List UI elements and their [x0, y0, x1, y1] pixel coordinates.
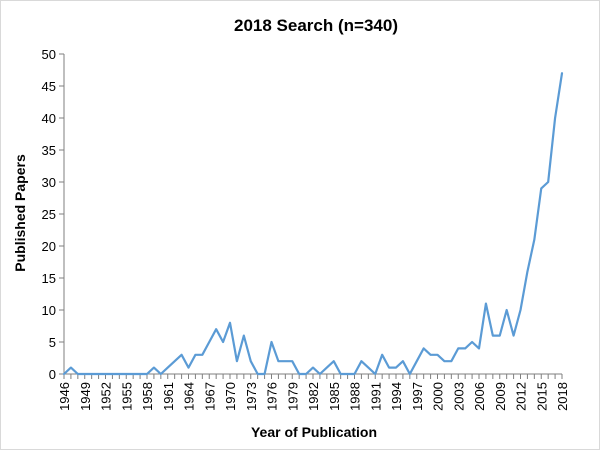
x-tick-label: 1970 [223, 382, 238, 411]
chart-title: 2018 Search (n=340) [234, 16, 398, 35]
x-axis-title: Year of Publication [251, 424, 377, 440]
y-tick-label: 15 [42, 271, 56, 286]
x-tick-label: 1946 [57, 382, 72, 411]
x-tick-label: 2009 [493, 382, 508, 411]
y-axis-title: Published Papers [12, 154, 28, 272]
y-tick-label: 5 [49, 335, 56, 350]
y-tick-label: 10 [42, 303, 56, 318]
x-tick-label: 1973 [244, 382, 259, 411]
y-tick-label: 45 [42, 79, 56, 94]
x-tick-label: 1991 [368, 382, 383, 411]
x-tick-label: 1949 [78, 382, 93, 411]
x-tick-label: 1997 [410, 382, 425, 411]
x-axis: 1946 1949 1952 1955 1958 1961 1964 1967 1970 1973… [57, 373, 570, 411]
x-tick-label: 2012 [514, 382, 529, 411]
y-tick-label: 35 [42, 143, 56, 158]
x-tick-label: 1967 [202, 382, 217, 411]
x-tick-label: 1958 [140, 382, 155, 411]
x-tick-label: 2018 [555, 382, 570, 411]
x-tick-label: 2015 [534, 382, 549, 411]
y-axis: 0 5 10 15 20 25 30 35 40 45 50 [42, 47, 65, 382]
x-tick-label: 1988 [348, 382, 363, 411]
x-tick-label: 1982 [306, 382, 321, 411]
x-tick-label: 1964 [182, 382, 197, 411]
x-tick-label: 1952 [99, 382, 114, 411]
series-line [62, 72, 564, 376]
x-tick-label: 1976 [265, 382, 280, 411]
x-tick-label: 1985 [327, 382, 342, 411]
y-tick-label: 25 [42, 207, 56, 222]
x-tick-label: 1994 [389, 382, 404, 411]
y-tick-label: 30 [42, 175, 56, 190]
y-tick-label: 40 [42, 111, 56, 126]
x-tick-label: 1955 [119, 382, 134, 411]
series-group [62, 72, 564, 376]
x-tick-label: 2006 [472, 382, 487, 411]
x-tick-label: 2000 [431, 382, 446, 411]
y-tick-label: 0 [49, 367, 56, 382]
x-tick-label: 1979 [285, 382, 300, 411]
x-tick-label: 1961 [161, 382, 176, 411]
y-tick-label: 20 [42, 239, 56, 254]
x-tick-label: 2003 [451, 382, 466, 411]
y-tick-label: 50 [42, 47, 56, 62]
